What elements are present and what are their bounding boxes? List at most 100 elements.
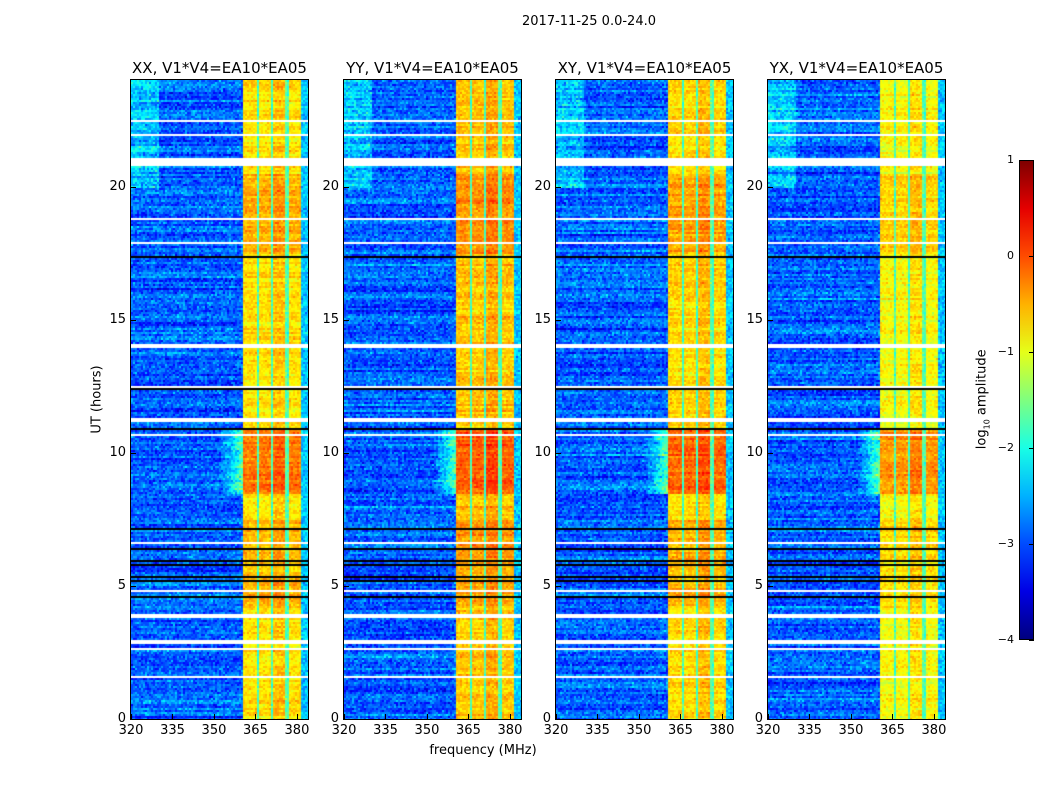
x-tick-label: 350: [201, 723, 227, 738]
heatmap-panel: [343, 79, 522, 720]
colorbar-label-sub: 10: [982, 419, 992, 430]
y-tick-label: 0: [330, 711, 339, 726]
panel-title: YX, V1*V4=EA10*EA05: [769, 59, 944, 77]
x-tick-label: 350: [838, 723, 864, 738]
y-tick-mark: [556, 585, 561, 587]
x-tick-label: 380: [284, 723, 310, 738]
x-tick-label: 350: [414, 723, 440, 738]
panel-title: XX, V1*V4=EA10*EA05: [132, 59, 307, 77]
x-tick-mark: [556, 714, 557, 719]
x-tick-mark: [509, 714, 511, 719]
y-tick-label: 5: [754, 577, 763, 593]
colorbar-tick-mark: [1029, 544, 1034, 545]
x-tick-label: 320: [331, 723, 357, 738]
x-tick-label: 365: [456, 723, 481, 738]
y-tick-mark: [768, 186, 773, 188]
colorbar-tick-mark: [1029, 256, 1034, 257]
x-tick-mark: [680, 714, 682, 719]
x-tick-mark: [809, 714, 811, 719]
y-tick-label: 5: [117, 577, 126, 593]
heatmap-panel: [130, 79, 309, 720]
x-tick-label: 320: [118, 723, 144, 738]
x-axis-label: frequency (MHz): [429, 743, 537, 758]
y-tick-mark: [556, 452, 561, 454]
x-tick-label: 380: [497, 723, 523, 738]
x-tick-mark: [255, 714, 257, 719]
y-tick-label: 15: [109, 311, 126, 327]
colorbar-label: log10 amplitude: [975, 334, 992, 464]
y-tick-label: 20: [746, 178, 763, 194]
heatmap-canvas: [344, 80, 521, 719]
colorbar-tick-label: −3: [997, 537, 1014, 550]
x-tick-mark: [721, 714, 723, 719]
y-tick-label: 0: [542, 711, 551, 726]
x-tick-label: 335: [373, 723, 398, 738]
heatmap-canvas: [768, 80, 945, 719]
x-tick-label: 320: [543, 723, 569, 738]
x-tick-mark: [597, 714, 599, 719]
x-tick-label: 350: [626, 723, 652, 738]
y-tick-mark: [768, 319, 773, 321]
x-tick-label: 320: [755, 723, 781, 738]
x-tick-label: 380: [709, 723, 735, 738]
colorbar-label-rest: amplitude: [974, 349, 990, 420]
x-tick-mark: [426, 714, 428, 719]
y-axis-label: UT (hours): [89, 365, 105, 434]
colorbar-tick-mark: [1029, 448, 1034, 449]
y-tick-mark: [131, 719, 136, 720]
heatmap-panel: [555, 79, 734, 720]
y-tick-label: 15: [746, 311, 763, 327]
x-tick-label: 335: [585, 723, 610, 738]
x-tick-label: 365: [668, 723, 693, 738]
y-tick-mark: [131, 319, 136, 321]
x-tick-mark: [638, 714, 640, 719]
y-tick-mark: [344, 719, 349, 720]
x-tick-mark: [213, 714, 215, 719]
y-tick-label: 0: [117, 711, 126, 726]
y-tick-mark: [768, 452, 773, 454]
heatmap-canvas: [556, 80, 733, 719]
colorbar-tick-mark: [1029, 640, 1034, 641]
heatmap-canvas: [131, 80, 308, 719]
y-tick-label: 10: [534, 444, 551, 460]
heatmap-panel: [767, 79, 946, 720]
y-tick-label: 20: [322, 178, 339, 194]
x-tick-label: 365: [243, 723, 268, 738]
y-tick-label: 10: [322, 444, 339, 460]
x-tick-label: 335: [160, 723, 185, 738]
y-tick-label: 5: [330, 577, 339, 593]
y-tick-mark: [344, 186, 349, 188]
x-tick-label: 365: [880, 723, 905, 738]
panel-title: YY, V1*V4=EA10*EA05: [346, 59, 519, 77]
figure-title: 2017-11-25 0.0-24.0: [522, 14, 656, 29]
colorbar-label-main: log: [974, 429, 990, 450]
y-tick-mark: [768, 585, 773, 587]
y-tick-mark: [131, 186, 136, 188]
x-tick-mark: [344, 714, 345, 719]
colorbar-tick-label: 1: [1007, 153, 1014, 166]
colorbar-tick-label: −2: [997, 441, 1014, 454]
colorbar-tick-label: 0: [1007, 249, 1014, 262]
y-tick-label: 15: [534, 311, 551, 327]
y-tick-label: 20: [109, 178, 126, 194]
x-tick-mark: [892, 714, 894, 719]
colorbar-tick-label: −1: [997, 345, 1014, 358]
y-tick-mark: [131, 452, 136, 454]
x-tick-mark: [385, 714, 387, 719]
colorbar-tick-mark: [1029, 352, 1034, 353]
x-tick-mark: [131, 714, 132, 719]
x-tick-mark: [468, 714, 470, 719]
x-tick-mark: [296, 714, 298, 719]
y-tick-mark: [344, 452, 349, 454]
y-tick-mark: [556, 719, 561, 720]
y-tick-mark: [556, 186, 561, 188]
y-tick-mark: [131, 585, 136, 587]
y-tick-label: 20: [534, 178, 551, 194]
x-tick-mark: [768, 714, 769, 719]
y-tick-label: 5: [542, 577, 551, 593]
y-tick-mark: [556, 319, 561, 321]
y-tick-label: 10: [746, 444, 763, 460]
colorbar: [1019, 160, 1034, 640]
x-tick-label: 380: [921, 723, 947, 738]
x-tick-mark: [172, 714, 174, 719]
